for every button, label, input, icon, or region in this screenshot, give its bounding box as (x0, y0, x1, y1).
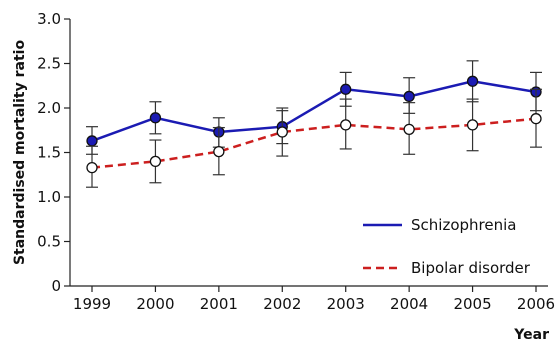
x-axis-title: Year (513, 327, 549, 343)
y-tick-label: 0.5 (37, 233, 61, 251)
data-point (340, 119, 352, 131)
data-point (530, 113, 542, 125)
x-tick-label: 2004 (390, 295, 428, 313)
x-tick-label: 2003 (327, 295, 365, 313)
y-tick-label: 1.5 (37, 144, 61, 162)
data-point (86, 161, 98, 174)
x-tick-label: 2006 (517, 295, 555, 313)
legend-label: Schizophrenia (411, 216, 516, 234)
data-point (213, 145, 225, 158)
x-tick-label: 1999 (73, 295, 111, 313)
y-axis-title: Standardised mortality ratio (12, 40, 28, 265)
data-point (403, 90, 415, 103)
axes: 0 0.5 1.0 1.5 2.0 2.5 3.0 1999 2000 2001 2002 2003 2… (12, 10, 555, 343)
data-point (86, 135, 98, 147)
series-bipolar-disorder (86, 88, 542, 188)
data-point (149, 112, 162, 124)
y-tick-label: 1.0 (37, 188, 61, 206)
series-layer (86, 60, 542, 188)
data-point (149, 155, 162, 168)
series-line (91, 80, 537, 143)
y-tick-label: 2.5 (37, 55, 61, 73)
y-tick-label: 3.0 (37, 10, 61, 28)
x-tick-label: 2000 (136, 295, 174, 313)
data-point (403, 123, 415, 136)
x-tick-label: 2002 (263, 295, 301, 313)
data-point (276, 126, 288, 138)
legend-label: Bipolar disorder (411, 259, 531, 277)
x-tick-label: 2005 (453, 295, 491, 313)
y-tick-label: 2.0 (37, 99, 61, 117)
series-line (91, 117, 537, 169)
data-point (340, 83, 352, 95)
y-tick-label: 0 (51, 277, 61, 295)
x-tick-label: 2001 (200, 295, 238, 313)
legend: Schizophrenia Bipolar disorder (363, 216, 531, 277)
data-point (466, 75, 479, 87)
data-point (466, 119, 479, 131)
